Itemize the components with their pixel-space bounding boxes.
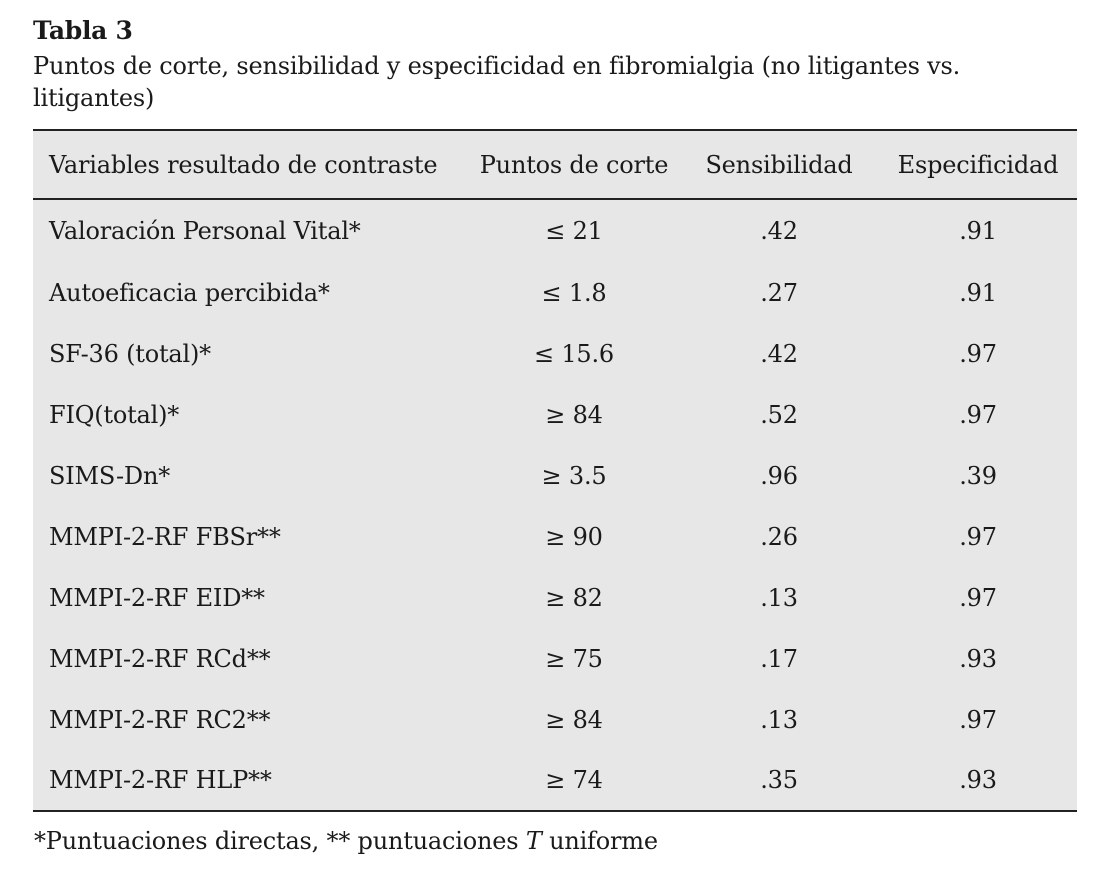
column-header-sensitivity: Sensibilidad [705, 150, 853, 179]
cell-sensitivity: .52 [760, 400, 798, 429]
results-table: Variables resultado de contraste Puntos … [33, 131, 1077, 810]
cell-variable: MMPI-2-RF FBSr** [49, 522, 281, 551]
cell-variable: MMPI-2-RF RC2** [49, 705, 271, 734]
table-row: Valoración Personal Vital* ≤ 21 .42 .91 [33, 199, 1077, 262]
table-body: Valoración Personal Vital* ≤ 21.42.91 Auto… [33, 199, 1077, 810]
table-row: MMPI-2-RF EID** ≥ 82 .13 .97 [33, 567, 1077, 628]
table-row: Autoeficacia percibida* ≤ 1.8 .27 .91 [33, 262, 1077, 323]
cell-sensitivity: .26 [760, 522, 798, 551]
footnote-italic-t: T [525, 827, 542, 855]
table-row: SF-36 (total)* ≤ 15.6 .42 .97 [33, 323, 1077, 384]
footnote-text-start: *Puntuaciones directas, ** puntuaciones [34, 827, 526, 855]
table-caption: Puntos de corte, sensibilidad y especifi… [33, 52, 961, 112]
table-row: MMPI-2-RF RCd** ≥ 75 .17 .93 [33, 628, 1077, 689]
cell-specificity: .97 [959, 339, 997, 368]
cell-variable: FIQ(total)* [49, 400, 180, 429]
cell-sensitivity: .42 [760, 339, 798, 368]
cell-cutoff: ≥ 84 [545, 705, 603, 734]
cell-cutoff: ≥ 74 [545, 766, 603, 794]
cell-variable: MMPI-2-RF HLP** [49, 766, 272, 794]
cell-cutoff: ≥ 75 [545, 644, 603, 673]
cell-sensitivity: .42 [760, 217, 798, 245]
cell-specificity: .91 [959, 217, 997, 245]
cell-sensitivity: .35 [760, 766, 798, 794]
cell-variable: MMPI-2-RF RCd** [49, 644, 271, 673]
cell-variable: MMPI-2-RF EID** [49, 583, 265, 612]
cell-cutoff: ≥ 90 [545, 522, 603, 551]
cell-cutoff: ≤ 1.8 [541, 278, 607, 307]
cell-cutoff: ≥ 82 [545, 583, 603, 612]
table-row: MMPI-2-RF FBSr** ≥ 90 .26 .97 [33, 506, 1077, 567]
table-footnote: *Puntuaciones directas, ** puntuaciones … [34, 825, 1077, 857]
cell-specificity: .97 [959, 400, 997, 429]
table-row: MMPI-2-RF RC2** ≥ 84 .13 .97 [33, 689, 1077, 750]
column-header-specificity: Especificidad [897, 150, 1059, 179]
cell-specificity: .39 [959, 461, 997, 490]
table-document: Tabla 3 Puntos de corte, sensibilidad y … [33, 14, 1077, 857]
cell-cutoff: ≥ 3.5 [541, 461, 607, 490]
table-row: MMPI-2-RF HLP** ≥ 74 .35 .93 [33, 750, 1077, 810]
cell-sensitivity: .13 [760, 705, 798, 734]
cell-cutoff: ≥ 84 [545, 400, 603, 429]
table-header-row: Variables resultado de contraste Puntos … [33, 131, 1077, 199]
column-header-variables: Variables resultado de contraste [49, 150, 438, 179]
cell-variable: SF-36 (total)* [49, 339, 211, 368]
cell-specificity: .97 [959, 522, 997, 551]
cell-sensitivity: .27 [760, 278, 798, 307]
cell-variable: Valoración Personal Vital* [49, 217, 361, 245]
cell-sensitivity: .17 [760, 644, 798, 673]
cell-specificity: .97 [959, 705, 997, 734]
table-row: FIQ(total)* ≥ 84 .52 .97 [33, 384, 1077, 445]
table-row: SIMS-Dn* ≥ 3.5 .96 .39 [33, 445, 1077, 506]
cell-sensitivity: .96 [760, 461, 798, 490]
cell-specificity: .91 [959, 278, 997, 307]
cell-variable: Autoeficacia percibida* [49, 278, 330, 307]
results-table-container: Variables resultado de contraste Puntos … [33, 129, 1077, 812]
cell-specificity: .97 [959, 583, 997, 612]
column-header-cutoff: Puntos de corte [479, 150, 669, 179]
cell-cutoff: ≤ 15.6 [534, 339, 614, 368]
cell-variable: SIMS-Dn* [49, 461, 171, 490]
table-label: Tabla 3 [33, 16, 133, 45]
cell-specificity: .93 [959, 644, 997, 673]
cell-specificity: .93 [959, 766, 997, 794]
footnote-text-end: uniforme [541, 827, 658, 855]
cell-cutoff: ≤ 21 [545, 217, 603, 245]
cell-sensitivity: .13 [760, 583, 798, 612]
